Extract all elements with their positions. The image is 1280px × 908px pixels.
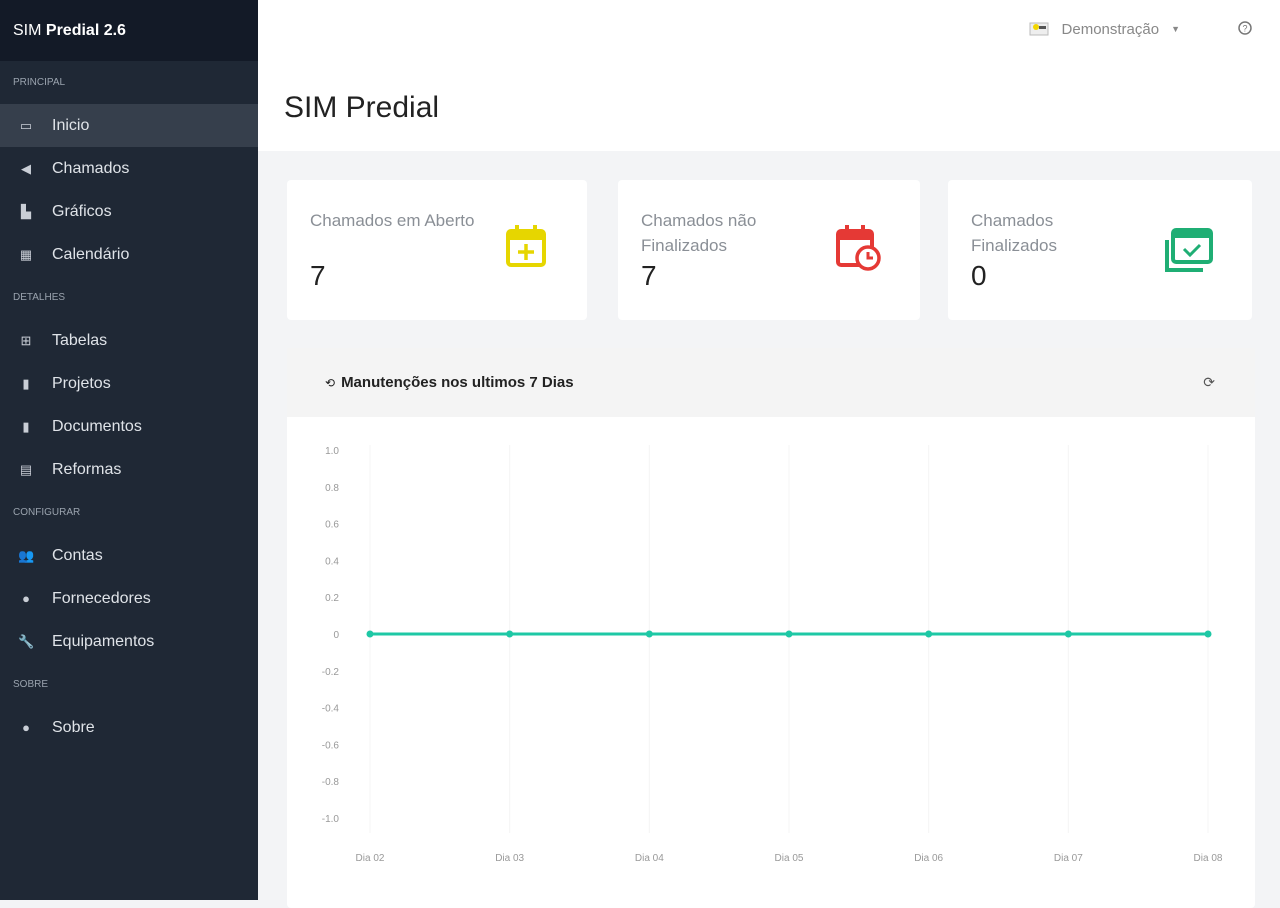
refresh-icon[interactable]: ⟳ [1203, 374, 1215, 390]
sidebar-item-documentos[interactable]: ▮ Documentos [0, 405, 258, 448]
sidebar-item-chamados[interactable]: ◀ Chamados [0, 147, 258, 190]
sidebar-item-label: Gráficos [52, 202, 112, 220]
card-label: Chamados Finalizados [971, 211, 1057, 255]
data-point [1204, 630, 1212, 638]
data-point [366, 630, 374, 638]
x-tick-label: Dia 06 [914, 853, 943, 864]
sidebar-item-inicio[interactable]: ▭ Inicio [0, 104, 258, 147]
y-tick-label: 0.2 [325, 593, 339, 604]
sidebar-item-label: Equipamentos [52, 632, 155, 650]
card-value: 7 [310, 260, 326, 291]
x-tick-label: Dia 07 [1054, 853, 1083, 864]
chart-icon: ⟲ [325, 375, 336, 390]
document-icon: ▮ [22, 418, 30, 434]
desktop-icon: ▭ [19, 117, 33, 133]
help-icon[interactable]: ? [1238, 21, 1252, 38]
y-tick-label: 1.0 [325, 446, 339, 457]
user-menu[interactable]: Demonstração ▼ [1028, 20, 1180, 38]
sidebar-item-label: Chamados [52, 159, 130, 177]
sidebar-section-title: Detalhes [13, 292, 66, 303]
sidebar-item-label: Reformas [52, 460, 122, 478]
card-label: Chamados em Aberto [310, 211, 475, 230]
data-point [925, 630, 933, 638]
line-chart: Dia 02 Dia 03 Dia 04 Dia 05 Dia 06 Dia 07 Dia … [322, 445, 1223, 864]
card-unfinished-tickets: Chamados não Finalizados 7 [618, 180, 920, 320]
y-tick-label: -0.2 [322, 667, 340, 678]
sidebar-item-sobre[interactable]: ● Sobre [0, 706, 258, 749]
sidebar-item-reformas[interactable]: ▤ Reformas [0, 448, 258, 491]
user-avatar-icon [1029, 22, 1049, 36]
sidebar-item-tabelas[interactable]: ⊞ Tabelas [0, 319, 258, 362]
data-point [506, 630, 514, 638]
sidebar-section-title: Configurar [13, 507, 81, 518]
y-tick-label: 0 [333, 630, 339, 641]
sidebar-nav: Principal ▭ Inicio ◀ Chamados ▙ Gráficos ▦ Calen… [0, 61, 258, 749]
page-title: SIM Predial [284, 91, 440, 124]
sidebar-item-gráficos[interactable]: ▙ Gráficos [0, 190, 258, 233]
sidebar-item-fornecedores[interactable]: ● Fornecedores [0, 577, 258, 620]
calendar-clock-icon [836, 225, 881, 271]
sidebar-item-label: Projetos [52, 374, 111, 392]
chart-header: ⟲ Manutenções nos ultimos 7 Dias [287, 348, 1255, 417]
info-circle-icon: ● [22, 720, 30, 735]
maintenance-chart-card: ⟲ Manutenções nos ultimos 7 Dias ⟳ Dia 02… [287, 348, 1255, 908]
y-tick-label: 0.4 [325, 556, 339, 567]
y-tick-label: 0.8 [325, 483, 339, 494]
table-icon: ⊞ [20, 332, 32, 348]
x-tick-label: Dia 08 [1194, 853, 1223, 864]
sidebar-item-label: Fornecedores [52, 589, 151, 607]
top-bar: Demonstração ▼ ? [258, 0, 1280, 61]
sidebar-item-equipamentos[interactable]: 🔧 Equipamentos [0, 620, 258, 663]
y-tick-label: -1.0 [322, 814, 340, 825]
card-open-tickets: Chamados em Aberto 7 [287, 180, 587, 320]
building-icon: ▤ [19, 461, 33, 477]
users-icon: 👥 [18, 547, 35, 563]
calendar-icon: ▦ [19, 246, 33, 262]
svg-text:?: ? [1242, 24, 1247, 34]
card-finished-tickets: Chamados Finalizados 0 [948, 180, 1252, 320]
x-tick-label: Dia 02 [356, 853, 385, 864]
chevron-down-icon: ▼ [1171, 24, 1180, 34]
x-tick-label: Dia 03 [495, 853, 524, 864]
data-point [1064, 630, 1072, 638]
y-tick-label: -0.4 [322, 704, 340, 715]
calendar-check-icon [1165, 228, 1213, 272]
sidebar-item-projetos[interactable]: ▮ Projetos [0, 362, 258, 405]
y-tick-label: 0.6 [325, 520, 339, 531]
sidebar: SIM Predial 2.6 Principal ▭ Inicio ◀ Chamado… [0, 0, 258, 900]
x-tick-label: Dia 05 [775, 853, 804, 864]
wrench-icon: 🔧 [18, 633, 35, 649]
sidebar-section-title: Sobre [13, 679, 49, 690]
sidebar-item-contas[interactable]: 👥 Contas [0, 534, 258, 577]
y-tick-label: -0.8 [322, 777, 340, 788]
user-name: Demonstração [1061, 20, 1160, 38]
card-label: Chamados não Finalizados [641, 211, 757, 255]
sidebar-item-calendário[interactable]: ▦ Calendário [0, 233, 258, 276]
card-value: 0 [971, 260, 987, 291]
bar-chart-icon: ▙ [21, 203, 31, 219]
sidebar-section-title: Principal [13, 77, 66, 88]
data-point [645, 630, 653, 638]
brand-name: Predial 2.6 [45, 22, 126, 39]
user-icon: ● [22, 591, 30, 606]
book-icon: ▮ [22, 375, 30, 391]
sidebar-item-label: Calendário [52, 245, 130, 263]
sidebar-item-label: Inicio [52, 116, 90, 134]
brand-prefix: SIM [13, 22, 42, 39]
sidebar-item-label: Tabelas [52, 331, 108, 349]
sidebar-item-label: Contas [52, 546, 103, 564]
bullhorn-icon: ◀ [21, 160, 31, 176]
sidebar-item-label: Sobre [52, 718, 95, 736]
sidebar-item-label: Documentos [52, 417, 142, 435]
y-tick-label: -0.6 [322, 740, 340, 751]
page-header: SIM Predial [258, 61, 1280, 151]
data-point [785, 630, 793, 638]
x-tick-label: Dia 04 [635, 853, 664, 864]
chart-title: Manutenções nos ultimos 7 Dias [341, 374, 574, 391]
card-value: 7 [641, 260, 657, 291]
calendar-plus-icon [506, 225, 546, 267]
brand-logo[interactable]: SIM Predial 2.6 [0, 0, 258, 61]
